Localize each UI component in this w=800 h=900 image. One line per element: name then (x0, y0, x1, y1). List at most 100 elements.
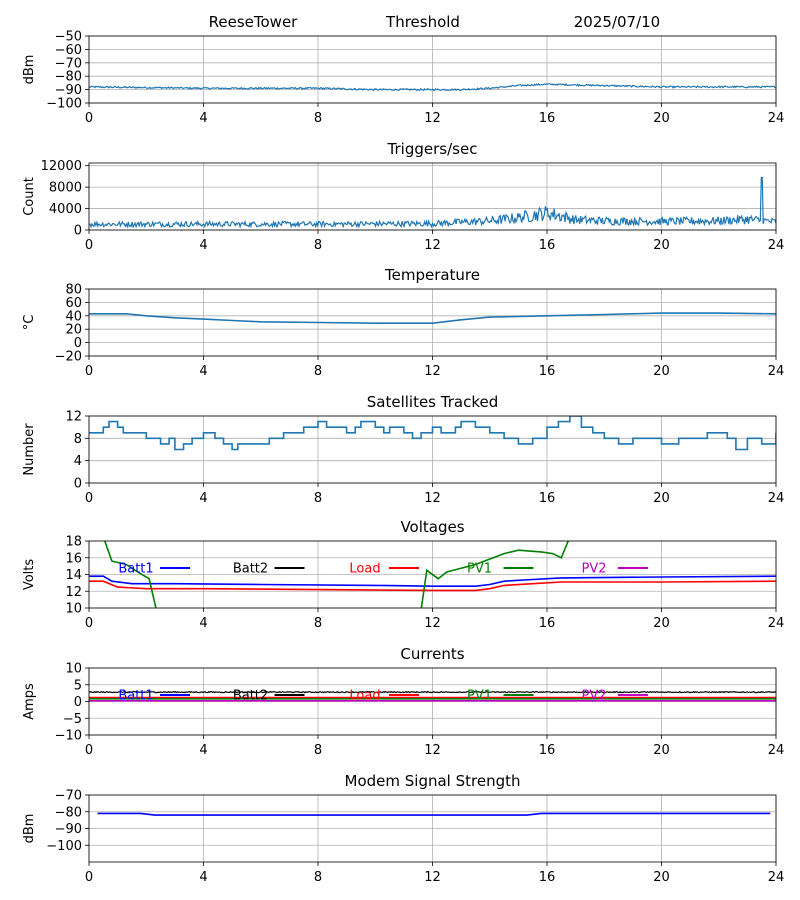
x-tick-label: 12 (424, 491, 441, 506)
chart-title: Voltages (400, 518, 464, 536)
x-tick-label: 24 (768, 111, 785, 126)
y-tick-label: 10 (65, 662, 82, 677)
x-tick-label: 4 (199, 364, 207, 379)
y-tick-label: 4000 (49, 202, 82, 217)
y-tick-label: 0 (74, 477, 82, 492)
y-tick-label: 12000 (41, 159, 82, 174)
panel-0: 0 4 8 12 16 20 24 −100−90−80−70−60−50 Threshold d… (22, 13, 784, 126)
y-tick-label: −60 (55, 43, 82, 58)
x-tick-label: 4 (199, 238, 207, 253)
x-tick-label: 16 (539, 491, 556, 506)
y-tick-label: 20 (65, 323, 82, 338)
legend-label-load: Load (349, 689, 380, 704)
x-tick-label: 16 (539, 616, 556, 631)
y-axis-label: Number (22, 423, 37, 476)
x-tick-label: 8 (314, 111, 322, 126)
y-tick-label: −10 (55, 729, 82, 744)
series-line-load (89, 580, 776, 592)
y-tick-label: 40 (65, 309, 82, 324)
y-axis-label: dBm (22, 814, 37, 844)
header-date: 2025/07/10 (574, 13, 660, 31)
x-tick-label: 0 (85, 616, 93, 631)
x-tick-label: 8 (314, 491, 322, 506)
x-tick-label: 20 (653, 491, 670, 506)
y-tick-label: 0 (74, 695, 82, 710)
y-tick-label: −20 (55, 350, 82, 365)
x-tick-label: 16 (539, 111, 556, 126)
chart-title: Currents (400, 645, 464, 663)
x-tick-label: 8 (314, 364, 322, 379)
x-tick-label: 20 (653, 616, 670, 631)
x-tick-label: 12 (424, 870, 441, 885)
y-tick-label: 5 (74, 678, 82, 693)
x-tick-label: 24 (768, 491, 785, 506)
x-tick-label: 24 (768, 870, 785, 885)
series-line-batt1 (89, 575, 776, 587)
panel-6: 0 4 8 12 16 20 24 −100 −90 −80−70 Modem Signal Str… (22, 772, 784, 885)
series-line-pv1 (103, 541, 570, 608)
legend-label-load: Load (349, 562, 380, 577)
x-tick-label: 12 (424, 364, 441, 379)
legend-label-batt2: Batt2 (233, 689, 268, 704)
y-tick-label: 8 (74, 432, 82, 447)
chart-title: Modem Signal Strength (345, 772, 521, 790)
legend-label-batt1: Batt1 (118, 562, 153, 577)
x-tick-label: 8 (314, 743, 322, 758)
x-tick-label: 16 (539, 870, 556, 885)
series-line-0 (97, 812, 771, 816)
x-tick-label: 8 (314, 616, 322, 631)
y-tick-label: 4 (74, 454, 82, 469)
y-tick-label: −50 (55, 30, 82, 45)
y-tick-label: 60 (65, 296, 82, 311)
x-tick-label: 0 (85, 743, 93, 758)
series-line-0 (89, 416, 776, 451)
series-line-0 (89, 176, 776, 229)
x-tick-label: 24 (768, 238, 785, 253)
y-tick-label: 80 (65, 283, 82, 298)
x-tick-label: 0 (85, 491, 93, 506)
y-axis-label: Amps (22, 683, 37, 720)
x-tick-label: 4 (199, 616, 207, 631)
y-axis-label: °C (22, 315, 37, 331)
x-tick-label: 20 (653, 364, 670, 379)
y-axis-label: Count (22, 177, 37, 216)
y-tick-label: −80 (55, 70, 82, 85)
header-station: ReeseTower (209, 13, 299, 31)
panel-5: 0 4 8 12 16 20 24 −10 −5 0 510 Currents Amps Batt1 Bat… (22, 645, 784, 758)
x-tick-label: 8 (314, 238, 322, 253)
y-tick-label: 16 (65, 551, 82, 566)
x-tick-label: 8 (314, 870, 322, 885)
y-axis-label: dBm (22, 55, 37, 85)
x-tick-label: 20 (653, 111, 670, 126)
y-tick-label: 14 (65, 568, 82, 583)
x-tick-label: 4 (199, 491, 207, 506)
y-tick-label: 12 (65, 585, 82, 600)
chart-title: Temperature (384, 266, 480, 284)
x-tick-label: 0 (85, 364, 93, 379)
y-tick-label: 0 (74, 224, 82, 239)
y-tick-label: −90 (55, 83, 82, 98)
x-tick-label: 12 (424, 743, 441, 758)
legend-label-pv1: PV1 (467, 689, 492, 704)
x-tick-label: 24 (768, 364, 785, 379)
y-tick-label: −100 (46, 97, 82, 112)
x-tick-label: 12 (424, 616, 441, 631)
legend-label-batt1: Batt1 (118, 689, 153, 704)
chart-title: Satellites Tracked (367, 393, 498, 411)
x-tick-label: 12 (424, 111, 441, 126)
chart-title: Triggers/sec (387, 140, 478, 158)
y-tick-label: −80 (55, 805, 82, 820)
x-tick-label: 16 (539, 364, 556, 379)
y-tick-label: −5 (63, 712, 82, 727)
legend-label-pv2: PV2 (581, 689, 606, 704)
panel-3: 0 4 8 12 16 20 24 0 4 8 12 Satellites Tracked Number (22, 393, 784, 506)
y-tick-label: 8000 (49, 181, 82, 196)
y-axis-label: Volts (22, 559, 37, 591)
y-tick-label: 0 (74, 336, 82, 351)
legend-label-pv1: PV1 (467, 562, 492, 577)
series-line-0 (89, 82, 776, 92)
x-tick-label: 16 (539, 238, 556, 253)
chart-title: Threshold (385, 13, 460, 31)
